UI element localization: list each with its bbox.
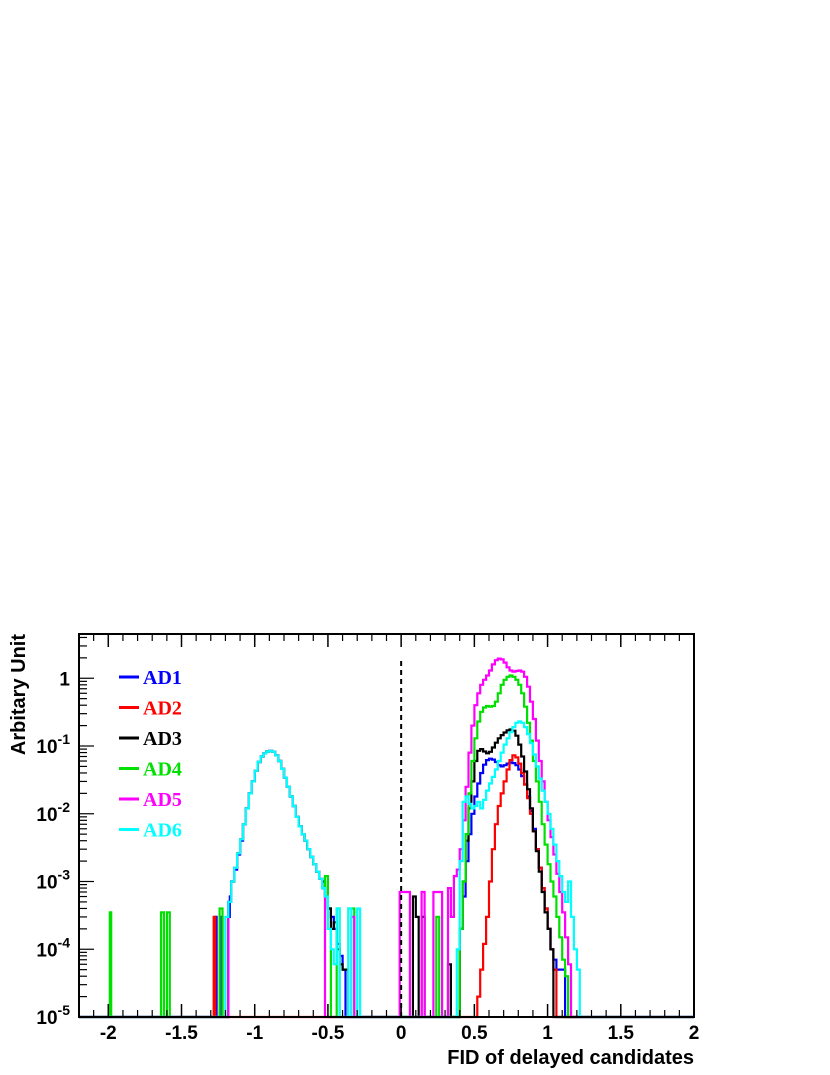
- y-tick-label: 1: [59, 669, 70, 690]
- legend-label-ad4: AD4: [143, 759, 182, 781]
- legend: AD1 AD2 AD3 AD4 AD5 AD6: [119, 667, 182, 842]
- y-tick-base: 1: [59, 669, 70, 690]
- x-tick-label: -1.5: [165, 1023, 198, 1044]
- x-axis-title: FID of delayed candidates: [447, 1047, 694, 1069]
- x-tick-label: 2: [689, 1023, 700, 1044]
- x-tick-label: 1: [542, 1023, 553, 1044]
- y-tick-label: 10-1: [36, 731, 70, 758]
- x-tick-label: 0.5: [461, 1023, 488, 1044]
- y-tick-base: 10: [36, 805, 57, 826]
- legend-label-ad2: AD2: [143, 698, 182, 720]
- y-tick-exponent: -4: [58, 934, 71, 950]
- y-tick-label: 10-4: [36, 934, 70, 961]
- y-tick-labels: 10-510-410-310-210-11: [36, 669, 70, 1029]
- legend-label-ad1: AD1: [143, 667, 182, 689]
- axis-ticks: [78, 634, 695, 1018]
- y-tick-base: 10: [36, 873, 57, 894]
- series-ad4-line: [79, 674, 694, 1019]
- x-tick-label: 0: [396, 1023, 407, 1044]
- y-tick-label: 10-5: [36, 1002, 70, 1029]
- series-ad2-line: [79, 754, 694, 1019]
- x-tick-label: -0.5: [312, 1023, 345, 1044]
- x-tick-label: -1: [246, 1023, 263, 1044]
- legend-label-ad3: AD3: [143, 728, 182, 750]
- y-axis-title: Arbitary Unit: [8, 634, 30, 755]
- y-tick-base: 10: [36, 737, 57, 758]
- x-tick-labels: -2 -1.5 -1 -0.5 0 0.5 1 1.5 2: [100, 1023, 699, 1044]
- x-tick-label: 1.5: [608, 1023, 635, 1044]
- x-tick-label: -2: [100, 1023, 117, 1044]
- y-tick-exponent: -5: [58, 1002, 71, 1018]
- series-ad6-line: [79, 720, 694, 1019]
- legend-label-ad6: AD6: [143, 820, 182, 842]
- y-tick-exponent: -1: [58, 731, 71, 747]
- y-tick-exponent: -3: [58, 867, 71, 883]
- y-tick-base: 10: [36, 1008, 57, 1029]
- legend-label-ad5: AD5: [143, 789, 182, 811]
- y-tick-label: 10-2: [36, 799, 70, 826]
- y-tick-base: 10: [36, 940, 57, 961]
- y-tick-label: 10-3: [36, 867, 70, 894]
- y-tick-exponent: -2: [58, 799, 71, 815]
